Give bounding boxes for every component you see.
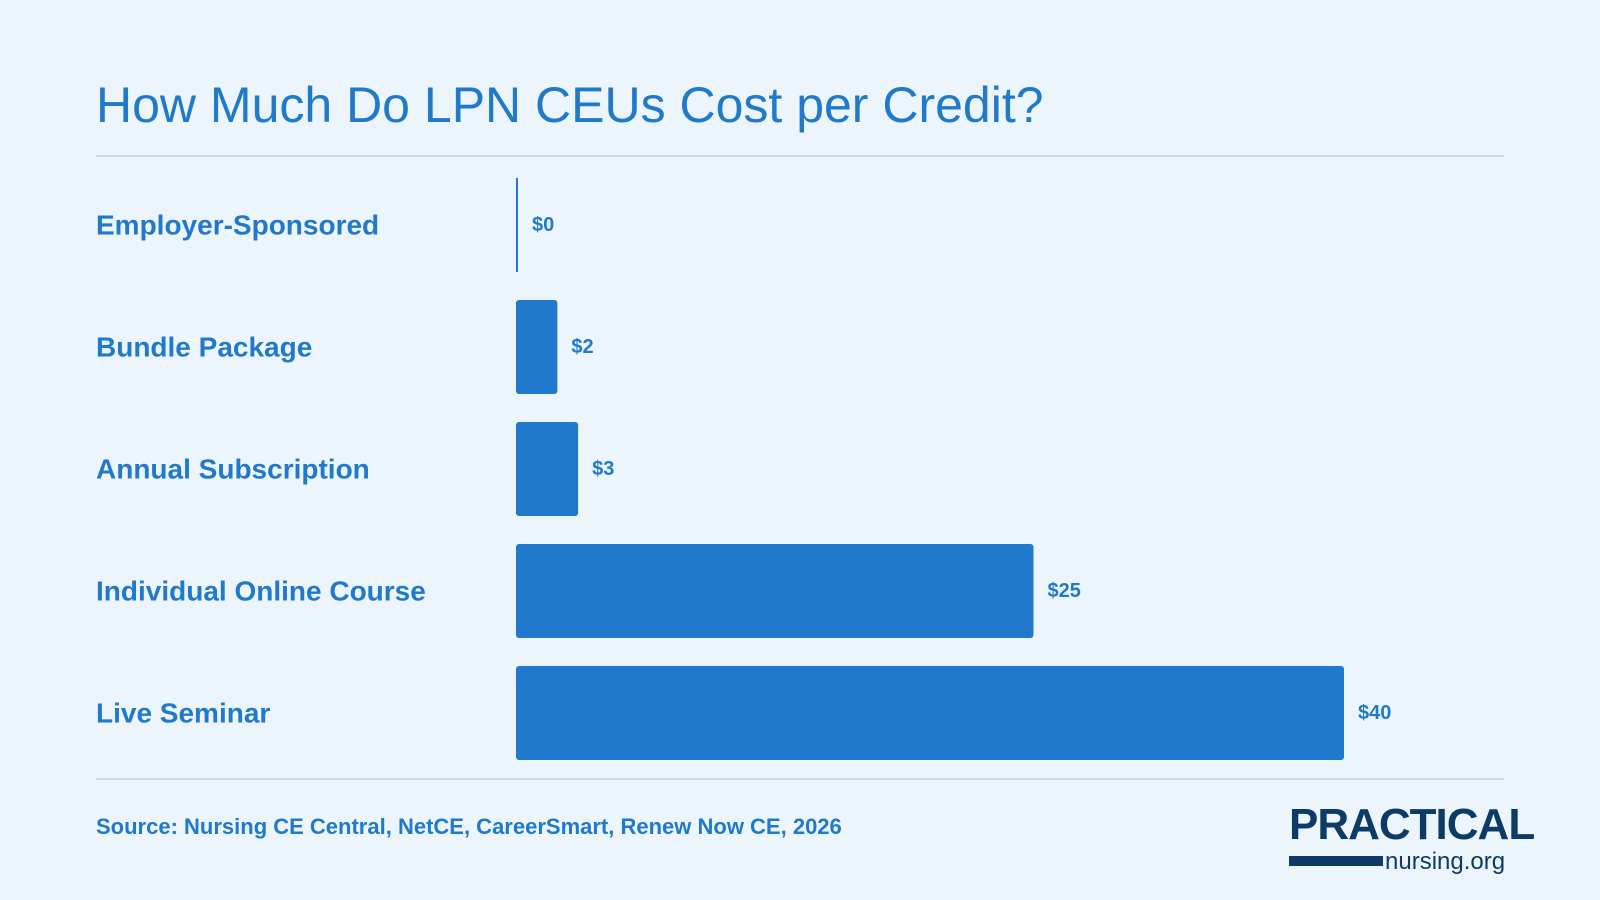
category-label-annual-subscription: Annual Subscription (96, 454, 370, 485)
title-divider (96, 155, 1504, 157)
bar-bundle-package (516, 300, 558, 394)
logo-underline (1289, 856, 1383, 866)
category-label-bundle-package: Bundle Package (96, 332, 312, 363)
chart-title: How Much Do LPN CEUs Cost per Credit? (96, 77, 1044, 133)
footer-divider (96, 778, 1504, 780)
category-label-live-seminar: Live Seminar (96, 698, 270, 729)
practical-nursing-logo: PRACTICAL nursing.org (1289, 803, 1535, 875)
source-note: Source: Nursing CE Central, NetCE, Caree… (96, 814, 842, 839)
bar-live-seminar (516, 666, 1344, 760)
value-label-individual-online-course: $25 (1048, 580, 1081, 602)
category-label-employer-sponsored: Employer-Sponsored (96, 210, 379, 241)
bar-individual-online-course (516, 544, 1034, 638)
logo-domain: nursing.org (1385, 848, 1506, 875)
value-label-live-seminar: $40 (1358, 702, 1391, 724)
logo-wordmark: PRACTICAL (1289, 800, 1535, 849)
bar-annual-subscription (516, 422, 579, 516)
value-label-annual-subscription: $3 (592, 458, 614, 480)
value-label-employer-sponsored: $0 (532, 214, 554, 236)
category-label-individual-online-course: Individual Online Course (96, 576, 426, 607)
value-label-bundle-package: $2 (571, 336, 593, 358)
